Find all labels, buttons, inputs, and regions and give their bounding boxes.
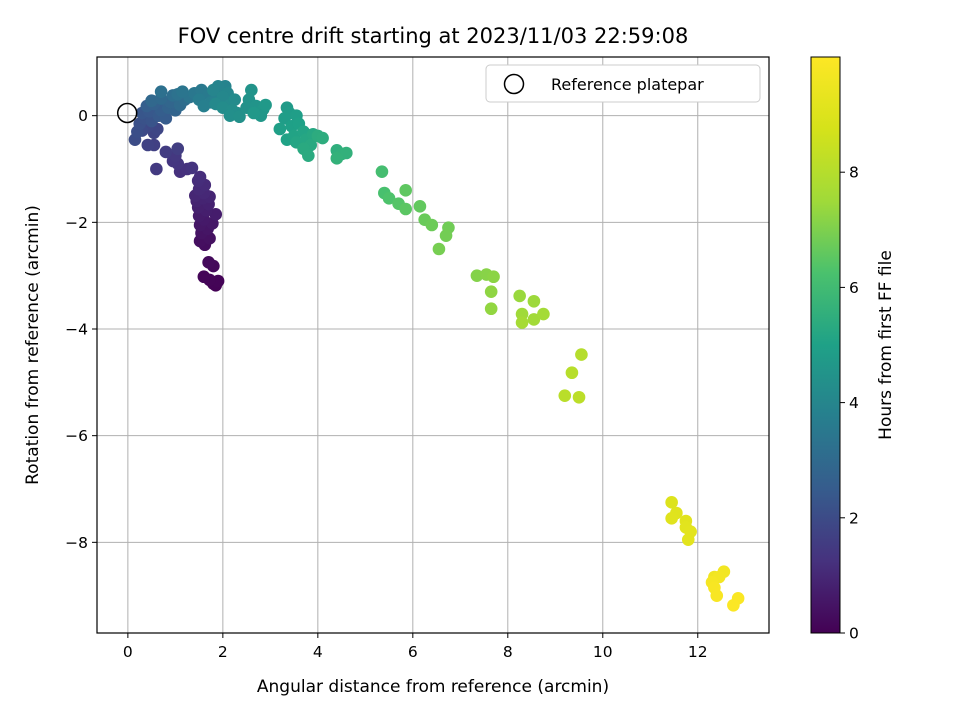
data-point (487, 270, 500, 284)
data-point (575, 348, 588, 361)
data-point (193, 170, 207, 184)
legend-reference-marker (503, 73, 525, 95)
legend: Reference platepar (485, 64, 761, 103)
data-point (515, 316, 529, 329)
data-point (150, 162, 163, 176)
chart-title: FOV centre drift starting at 2023/11/03 … (178, 24, 689, 48)
y-tick-label: 0 (78, 107, 88, 125)
reference-point-marker (116, 102, 138, 124)
x-tick-label: 6 (408, 643, 418, 661)
data-point (302, 149, 315, 162)
data-point (727, 598, 740, 612)
data-point (316, 131, 329, 145)
data-point (223, 109, 237, 122)
data-points (128, 80, 745, 612)
data-point (439, 229, 453, 242)
colorbar: 0 2 4 6 8 Hours from first FF file (810, 56, 896, 643)
data-point (340, 146, 353, 160)
x-axis-ticks: 0 2 4 6 8 10 12 (123, 633, 708, 661)
data-point (513, 289, 526, 303)
data-point (207, 83, 220, 97)
data-point (710, 589, 724, 602)
data-point (171, 142, 185, 156)
data-point (382, 192, 396, 205)
grid (97, 57, 769, 633)
data-point (484, 302, 498, 316)
x-axis-label: Angular distance from reference (arcmin) (257, 677, 609, 697)
legend-reference-label: Reference platepar (551, 75, 704, 94)
legend-box (485, 64, 761, 103)
data-point (330, 152, 344, 165)
data-point (572, 390, 586, 404)
y-tick-label: −4 (65, 321, 88, 339)
data-point (233, 110, 246, 124)
data-point (245, 83, 258, 97)
x-tick-label: 8 (503, 643, 513, 661)
data-point (665, 496, 678, 509)
colorbar-tick-label: 4 (849, 394, 859, 412)
colorbar-ticks: 0 2 4 6 8 (840, 164, 859, 643)
data-point (141, 138, 155, 152)
colorbar-tick-label: 8 (849, 164, 859, 182)
data-point (159, 145, 173, 159)
data-point (565, 366, 579, 380)
data-point (247, 106, 261, 120)
data-point (176, 85, 189, 98)
data-point (202, 256, 215, 269)
x-tick-label: 12 (688, 643, 708, 661)
y-tick-label: −2 (65, 214, 88, 232)
data-point (259, 98, 272, 112)
data-point (185, 161, 199, 175)
data-point (154, 85, 168, 98)
data-point (537, 307, 550, 321)
colorbar-gradient (810, 56, 841, 634)
data-point (527, 294, 541, 308)
colorbar-label: Hours from first FF file (876, 250, 896, 440)
data-point (425, 218, 439, 232)
data-point (273, 122, 287, 136)
data-point (527, 313, 541, 326)
data-point (413, 200, 427, 213)
data-point (558, 389, 572, 402)
data-point (145, 94, 158, 108)
y-tick-label: −6 (65, 427, 88, 445)
x-tick-label: 0 (123, 643, 133, 661)
data-point (470, 269, 484, 282)
colorbar-tick-label: 2 (849, 509, 859, 527)
data-point (197, 270, 211, 284)
data-point (681, 533, 695, 546)
y-tick-label: −8 (65, 534, 88, 552)
plot-frame (96, 56, 770, 634)
y-axis-label: Rotation from reference (arcmin) (23, 205, 43, 485)
data-point (399, 202, 412, 216)
data-point (375, 165, 389, 178)
data-point (209, 208, 223, 221)
y-axis-ticks: 0 −2 −4 −6 −8 (65, 107, 97, 552)
x-tick-label: 10 (593, 643, 613, 661)
colorbar-tick-label: 6 (849, 279, 859, 297)
data-point (197, 99, 211, 113)
data-point (399, 184, 412, 197)
colorbar-tick-label: 0 (849, 625, 859, 643)
x-tick-label: 2 (218, 643, 228, 661)
x-tick-label: 4 (313, 643, 323, 661)
data-point (432, 242, 446, 256)
data-point (484, 285, 498, 298)
data-point (228, 93, 242, 106)
data-point (665, 512, 678, 525)
